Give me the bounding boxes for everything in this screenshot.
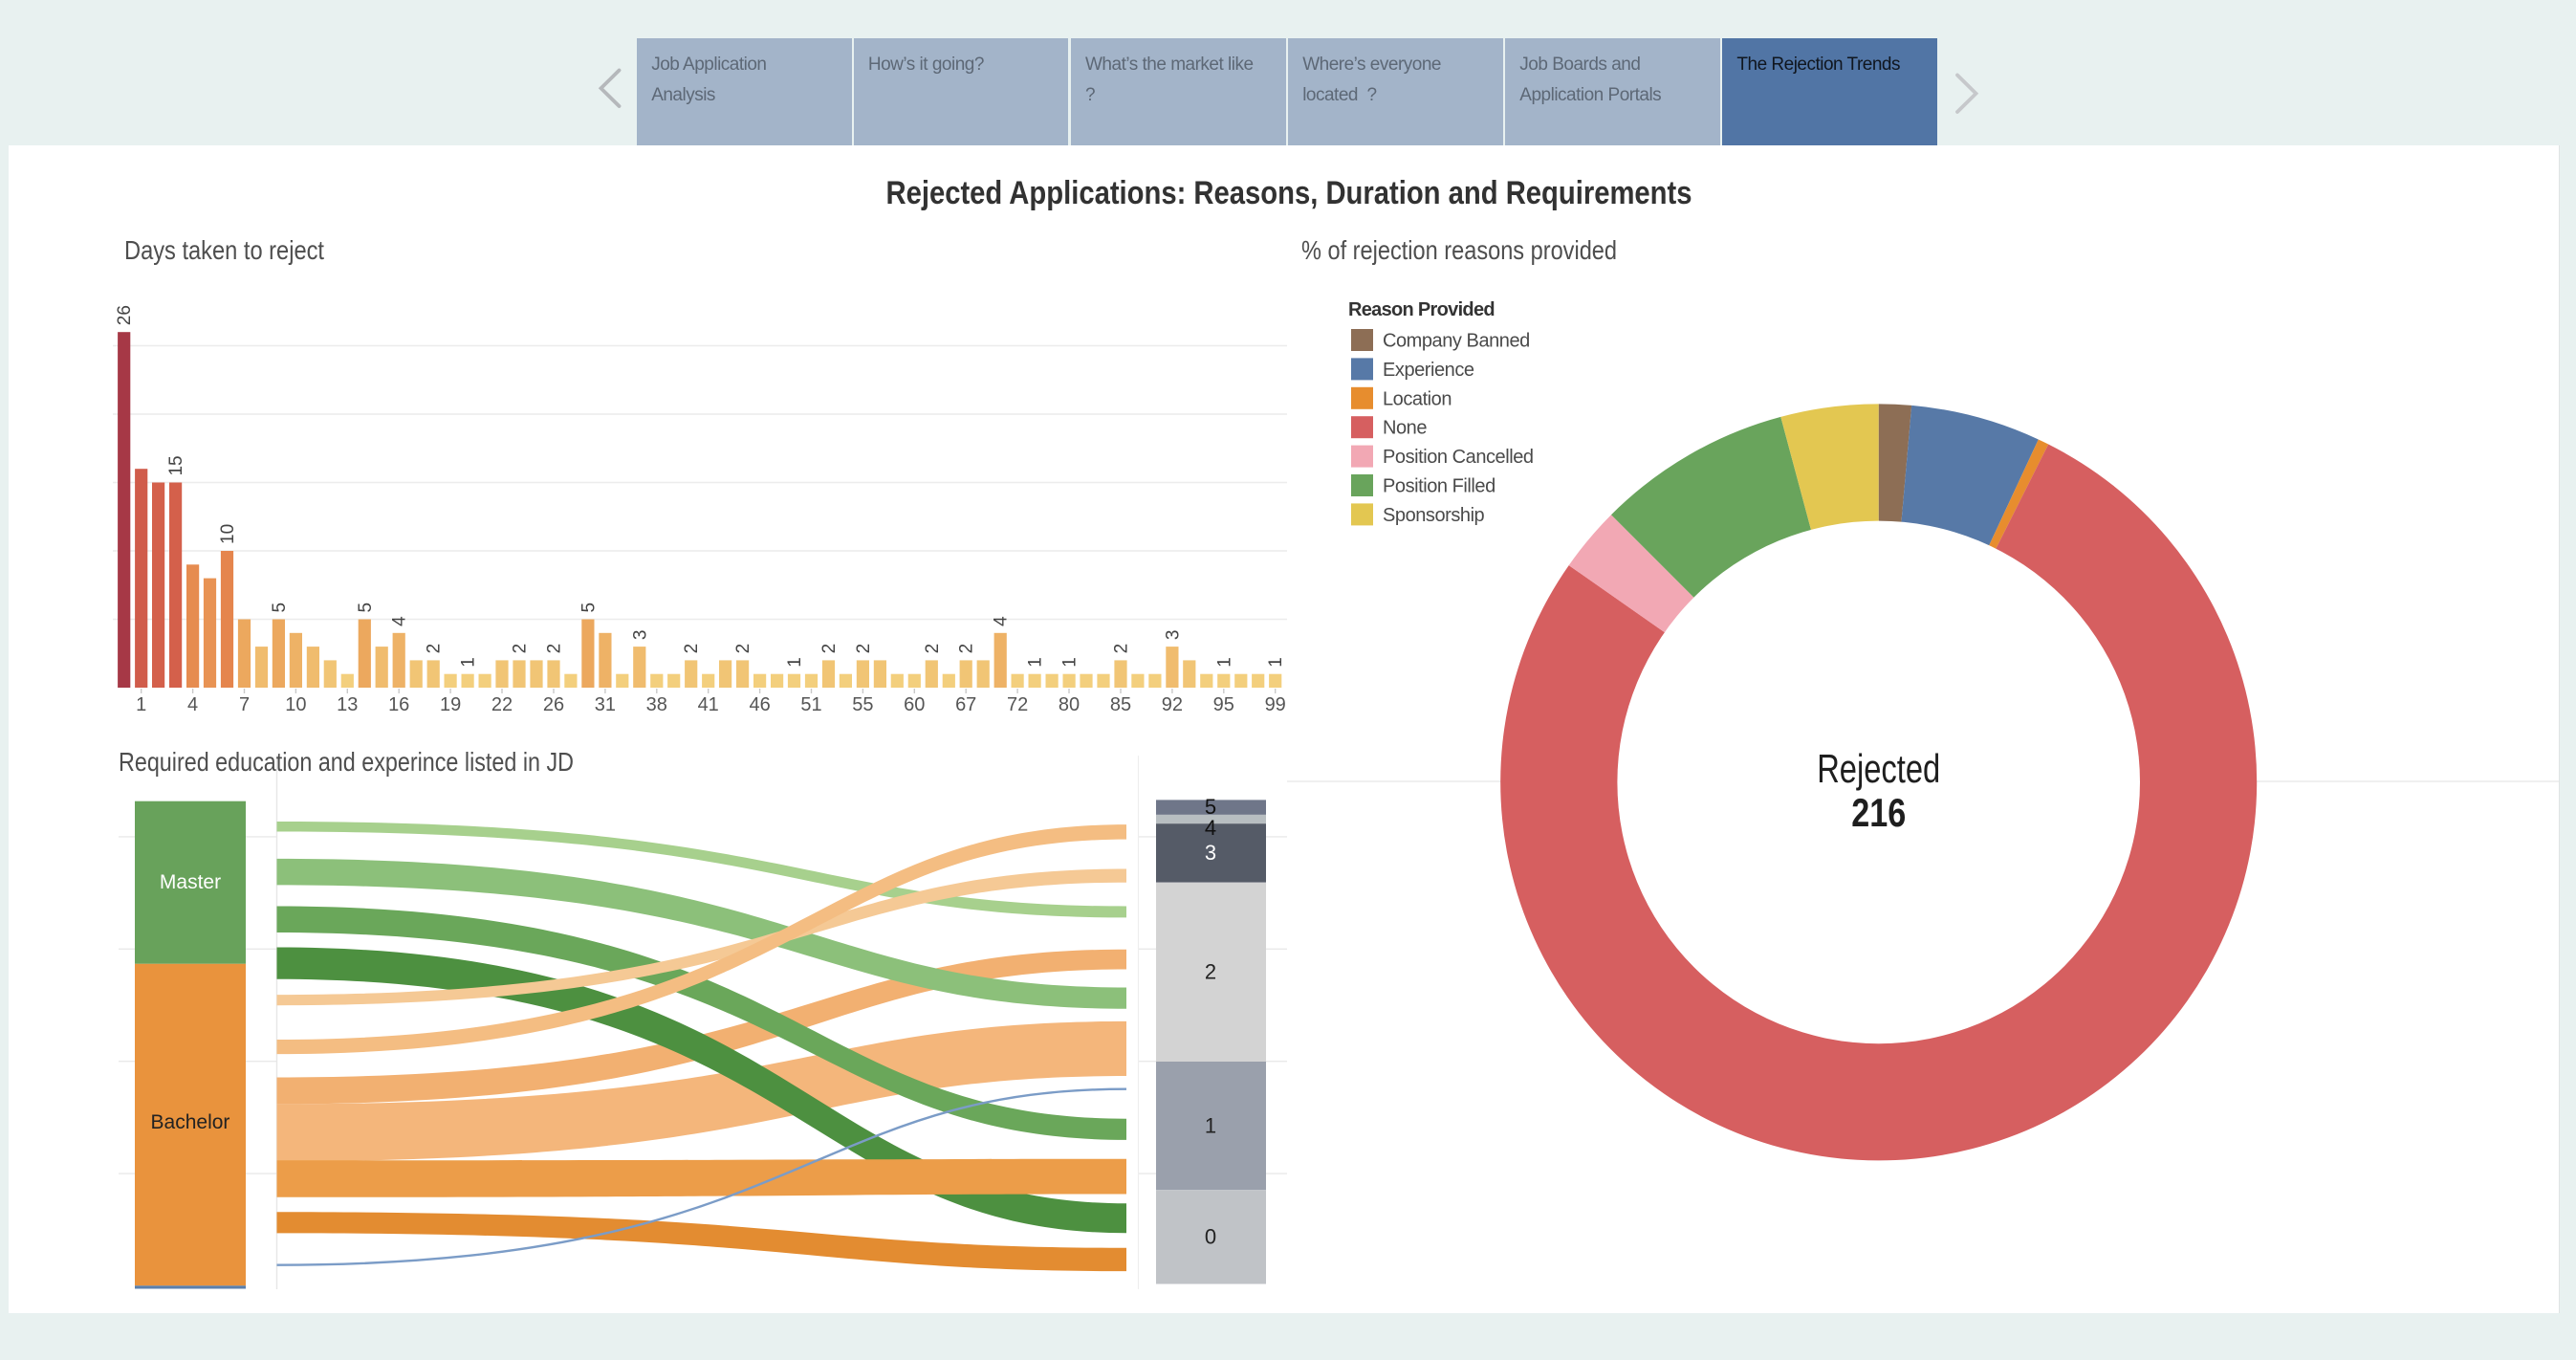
svg-text:2: 2 [733,644,753,654]
svg-text:Reason Provided: Reason Provided [1348,299,1495,320]
svg-text:2: 2 [819,644,840,654]
svg-text:Rejected Applications: Reasons: Rejected Applications: Reasons, Duration… [886,175,1692,211]
svg-text:3: 3 [1163,630,1183,641]
svg-text:5: 5 [579,603,599,613]
svg-text:16: 16 [388,694,409,715]
svg-text:Master: Master [160,871,221,893]
svg-text:1: 1 [136,694,146,715]
svg-text:15: 15 [166,455,186,475]
svg-text:99: 99 [1265,694,1286,715]
svg-text:10: 10 [285,694,306,715]
svg-text:Rejected: Rejected [1817,746,1940,791]
svg-text:2: 2 [545,644,565,654]
svg-text:13: 13 [337,694,358,715]
svg-text:Company Banned: Company Banned [1383,331,1530,352]
svg-text:5: 5 [356,603,376,613]
svg-text:None: None [1383,418,1427,439]
svg-text:26: 26 [543,694,564,715]
svg-text:85: 85 [1110,694,1131,715]
svg-text:2: 2 [1205,960,1216,984]
svg-text:5: 5 [1205,795,1216,819]
svg-text:38: 38 [646,694,667,715]
svg-text:2: 2 [854,644,874,654]
svg-text:46: 46 [749,694,770,715]
svg-text:80: 80 [1059,694,1080,715]
svg-text:31: 31 [595,694,616,715]
svg-text:22: 22 [491,694,513,715]
svg-text:41: 41 [698,694,719,715]
svg-text:1: 1 [1266,657,1286,668]
svg-text:4: 4 [187,694,198,715]
svg-text:2: 2 [1112,644,1132,654]
svg-text:95: 95 [1213,694,1234,715]
svg-text:1: 1 [1060,657,1081,668]
svg-text:Position Filled: Position Filled [1383,476,1495,497]
svg-text:67: 67 [955,694,976,715]
svg-text:1: 1 [1205,1114,1216,1138]
svg-text:60: 60 [904,694,925,715]
svg-text:1: 1 [459,657,479,668]
svg-text:3: 3 [1205,841,1216,865]
svg-text:Bachelor: Bachelor [151,1111,230,1133]
svg-text:7: 7 [239,694,250,715]
svg-text:0: 0 [1205,1225,1216,1249]
svg-text:216: 216 [1851,790,1906,835]
svg-text:1: 1 [1026,657,1046,668]
svg-text:10: 10 [218,524,238,544]
svg-text:2: 2 [682,644,702,654]
svg-text:Position Cancelled: Position Cancelled [1383,447,1534,468]
svg-text:51: 51 [800,694,821,715]
svg-text:2: 2 [923,644,943,654]
svg-text:4: 4 [390,616,410,626]
svg-text:5: 5 [270,603,290,613]
svg-text:55: 55 [852,694,873,715]
svg-text:1: 1 [1214,657,1234,668]
svg-text:26: 26 [115,305,135,325]
svg-text:92: 92 [1162,694,1183,715]
svg-text:4: 4 [1205,816,1216,840]
svg-text:4: 4 [992,616,1012,626]
svg-text:72: 72 [1007,694,1028,715]
svg-text:% of rejection reasons provide: % of rejection reasons provided [1301,235,1617,265]
svg-text:19: 19 [440,694,461,715]
svg-text:Required education and experin: Required education and experince listed … [119,747,574,777]
svg-text:Days taken to reject: Days taken to reject [124,235,324,265]
svg-text:Experience: Experience [1383,360,1474,381]
svg-text:2: 2 [511,644,531,654]
svg-text:Location: Location [1383,388,1452,409]
svg-text:Sponsorship: Sponsorship [1383,505,1485,526]
svg-text:2: 2 [425,644,445,654]
svg-text:2: 2 [957,644,977,654]
svg-text:1: 1 [785,657,805,668]
svg-text:3: 3 [630,630,650,641]
